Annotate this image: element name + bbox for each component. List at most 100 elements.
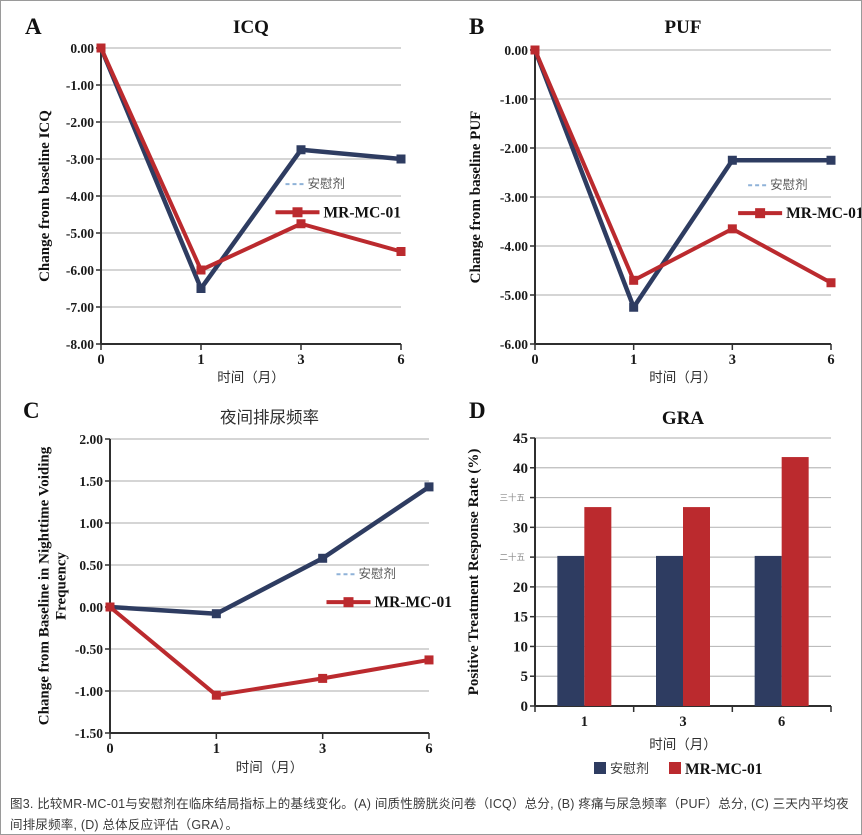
y-tick-label: -2.00 [66,115,94,130]
legend-treatment-label: MR-MC-01 [324,204,401,221]
y-tick-label: -5.00 [500,288,528,303]
data-marker [211,609,221,619]
chart-title: PUF [665,17,702,38]
legend-treatment-label: MR-MC-01 [786,205,862,222]
y-tick-label: -1.00 [66,78,94,93]
series-line-treatment [99,47,402,272]
panel-letter: C [23,398,40,423]
bar-treatment [683,507,710,706]
chart-title: ICQ [233,17,269,38]
x-tick-label: 3 [729,352,736,368]
legend-treatment-label: MR-MC-01 [685,761,762,778]
y-axis-label: Change from Baseline in Nighttime Voidin… [37,446,53,725]
y-tick-label: 0.50 [79,558,103,573]
data-marker [396,154,406,164]
y-tick-label: 0.00 [79,600,103,615]
y-tick-label: 0 [521,699,529,715]
x-tick-label: 3 [297,352,304,368]
x-tick-label: 1 [581,714,588,730]
y-tick-label: -7.00 [66,300,94,315]
chart-b-canvas: 0.00 -1.00 -2.00 -3.00 -4.00 -5.00 -6.000 1 3 6 时间… [468,14,862,385]
y-tick-label: -2.00 [500,141,528,156]
y-tick-label: 40 [513,461,528,477]
x-axis-label: 时间（月） [649,737,717,752]
y-tick-label: 5 [521,669,529,685]
data-marker [727,155,737,165]
data-marker [296,219,306,229]
x-tick-label: 1 [630,352,637,368]
bar-placebo [754,555,782,706]
y-tick-label: 二十五 [499,552,525,562]
y-tick-label: 20 [513,580,528,596]
y-tick-label: -6.00 [500,337,528,352]
data-marker [105,602,115,612]
x-tick-label: 6 [425,741,432,757]
y-tick-label: -1.00 [500,92,528,107]
chart-panel-d: 0 5 10 15 20 二十五 30 三十五 40 45 1 3 6 时间（月） Positive Tre… [442,396,861,786]
legend-placebo-label: 安慰剂 [308,176,346,191]
x-tick-label: 0 [531,352,538,368]
chart-c-canvas: 2.00 1.50 1.00 0.50 0.00 -0.50 -1.00 -1.500 1 3 6 时… [23,398,452,775]
y-tick-label: -3.00 [66,152,94,167]
y-tick-label: 0.00 [70,41,94,56]
legend-placebo-label: 安慰剂 [770,177,808,192]
legend-placebo-swatch [594,762,606,774]
legend-treatment-marker [343,597,354,608]
y-tick-label: -4.00 [500,239,528,254]
data-marker [629,302,639,312]
x-tick-label: 3 [319,741,326,757]
bar-placebo [557,555,585,706]
y-tick-label: 45 [513,431,528,447]
y-axis-label: Frequency [54,551,70,620]
data-marker [211,690,221,700]
series-line-placebo [109,485,431,616]
y-tick-label: -8.00 [66,337,94,352]
data-marker [629,275,639,285]
legend-placebo-label: 安慰剂 [358,566,396,581]
panel-letter: D [469,398,486,423]
chart-panel-b: 0.00 -1.00 -2.00 -3.00 -4.00 -5.00 -6.00 0 1 3 6 时间… [442,7,862,391]
data-marker [396,247,406,256]
y-tick-label: 10 [513,639,528,655]
panel-letter: A [25,14,42,39]
x-tick-label: 3 [679,714,686,730]
series-line-placebo [532,49,831,310]
y-tick-label: -5.00 [66,226,94,241]
legend-treatment-label: MR-MC-01 [374,594,451,611]
x-tick-label: 0 [97,352,104,368]
panel-letter: B [469,14,484,39]
y-tick-label: 2.00 [79,432,103,447]
y-tick-label: -3.00 [500,190,528,205]
y-tick-label: 0.00 [504,43,528,58]
chart-a-canvas: 0.00 -1.00 -2.00 -3.00 -4.00 -5.00 -6.00 -7.00 -… [25,14,406,385]
y-tick-label: -0.50 [75,642,103,657]
x-axis-label: 时间（月） [236,760,304,775]
legend-treatment-marker [292,207,303,218]
data-marker [424,482,434,492]
y-tick-label: 三十五 [499,493,525,503]
x-tick-label: 1 [197,352,204,368]
data-marker [530,45,540,55]
chart-panel-a: 0.00 -1.00 -2.00 -3.00 -4.00 -5.00 -6.00 -7.00 -… [11,7,432,391]
bar-treatment [781,457,809,706]
x-tick-label: 6 [397,352,404,368]
series-line-treatment [533,49,832,285]
data-marker [424,655,434,665]
chart-title: 夜间排尿频率 [220,408,319,427]
chart-d-canvas: 0 5 10 15 20 二十五 30 三十五 40 45 1 3 6 时间（月） Positive Tre… [466,398,832,778]
x-tick-label: 1 [213,741,220,757]
y-axis-label: Positive Treatment Response Rate (%) [466,449,482,696]
chart-title: GRA [662,408,705,429]
legend-placebo-label: 安慰剂 [610,761,649,776]
y-tick-label: 1.50 [79,474,103,489]
y-tick-label: -6.00 [66,263,94,278]
x-tick-label: 0 [106,741,113,757]
chart-panel-c: 2.00 1.50 1.00 0.50 0.00 -0.50 -1.00 -1.50 0 1 3 6 时… [11,396,452,786]
data-marker [296,145,306,155]
legend-treatment-marker [755,208,766,219]
data-marker [826,155,836,165]
series-line-treatment [108,605,430,698]
legend-treatment-swatch [669,762,681,774]
x-tick-label: 6 [778,714,785,730]
